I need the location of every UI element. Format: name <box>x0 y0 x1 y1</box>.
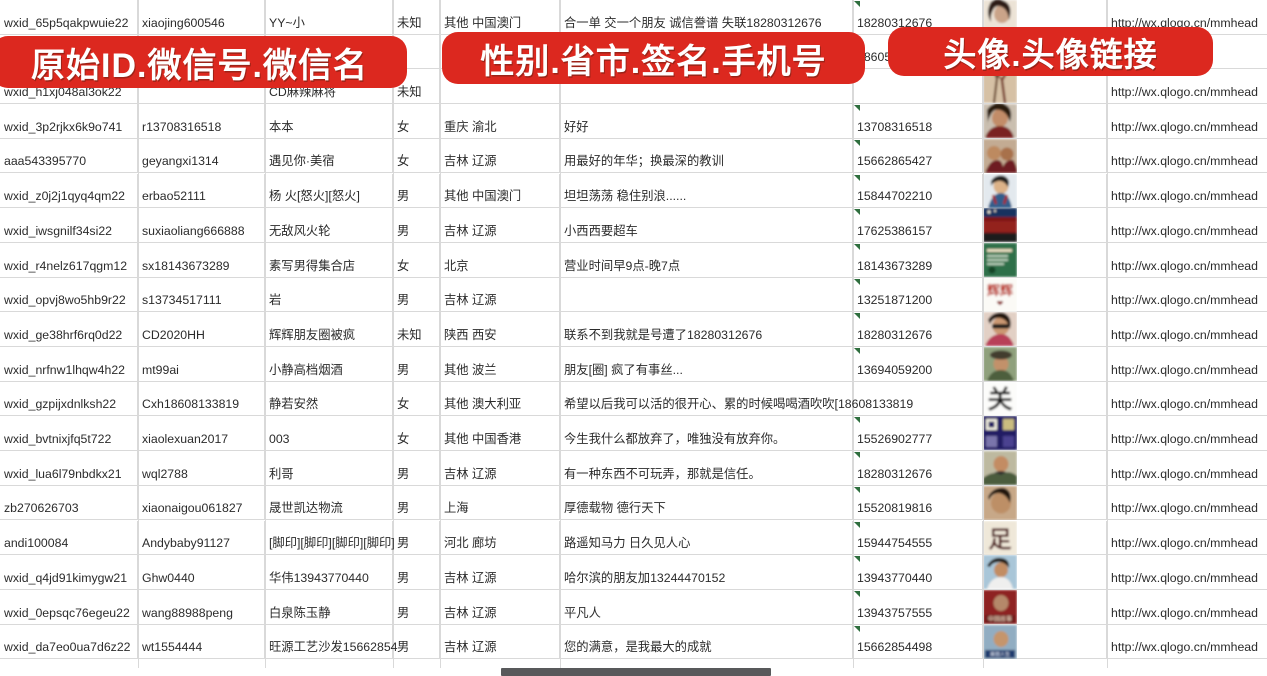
svg-text:美丽人生: 美丽人生 <box>990 651 1010 658</box>
svg-text:❤: ❤ <box>997 299 1004 308</box>
svg-text:辉辉: 辉辉 <box>987 283 1013 298</box>
svg-text:关: 关 <box>987 386 1012 414</box>
svg-text:足: 足 <box>989 527 1012 552</box>
svg-text:中国故事: 中国故事 <box>988 615 1012 623</box>
